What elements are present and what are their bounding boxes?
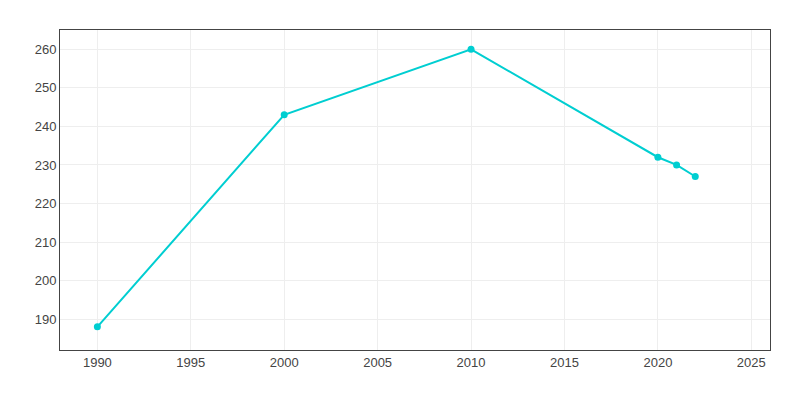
svg-text:230: 230: [35, 157, 57, 172]
svg-text:1990: 1990: [83, 355, 112, 370]
svg-text:190: 190: [35, 312, 57, 327]
svg-text:2020: 2020: [643, 355, 672, 370]
svg-text:210: 210: [35, 235, 57, 250]
svg-text:1995: 1995: [176, 355, 205, 370]
svg-text:2000: 2000: [270, 355, 299, 370]
svg-text:2025: 2025: [737, 355, 766, 370]
svg-text:2010: 2010: [457, 355, 486, 370]
svg-text:260: 260: [35, 42, 57, 57]
svg-text:200: 200: [35, 273, 57, 288]
svg-text:240: 240: [35, 119, 57, 134]
svg-text:250: 250: [35, 80, 57, 95]
svg-text:2015: 2015: [550, 355, 579, 370]
svg-text:2005: 2005: [363, 355, 392, 370]
svg-text:220: 220: [35, 196, 57, 211]
